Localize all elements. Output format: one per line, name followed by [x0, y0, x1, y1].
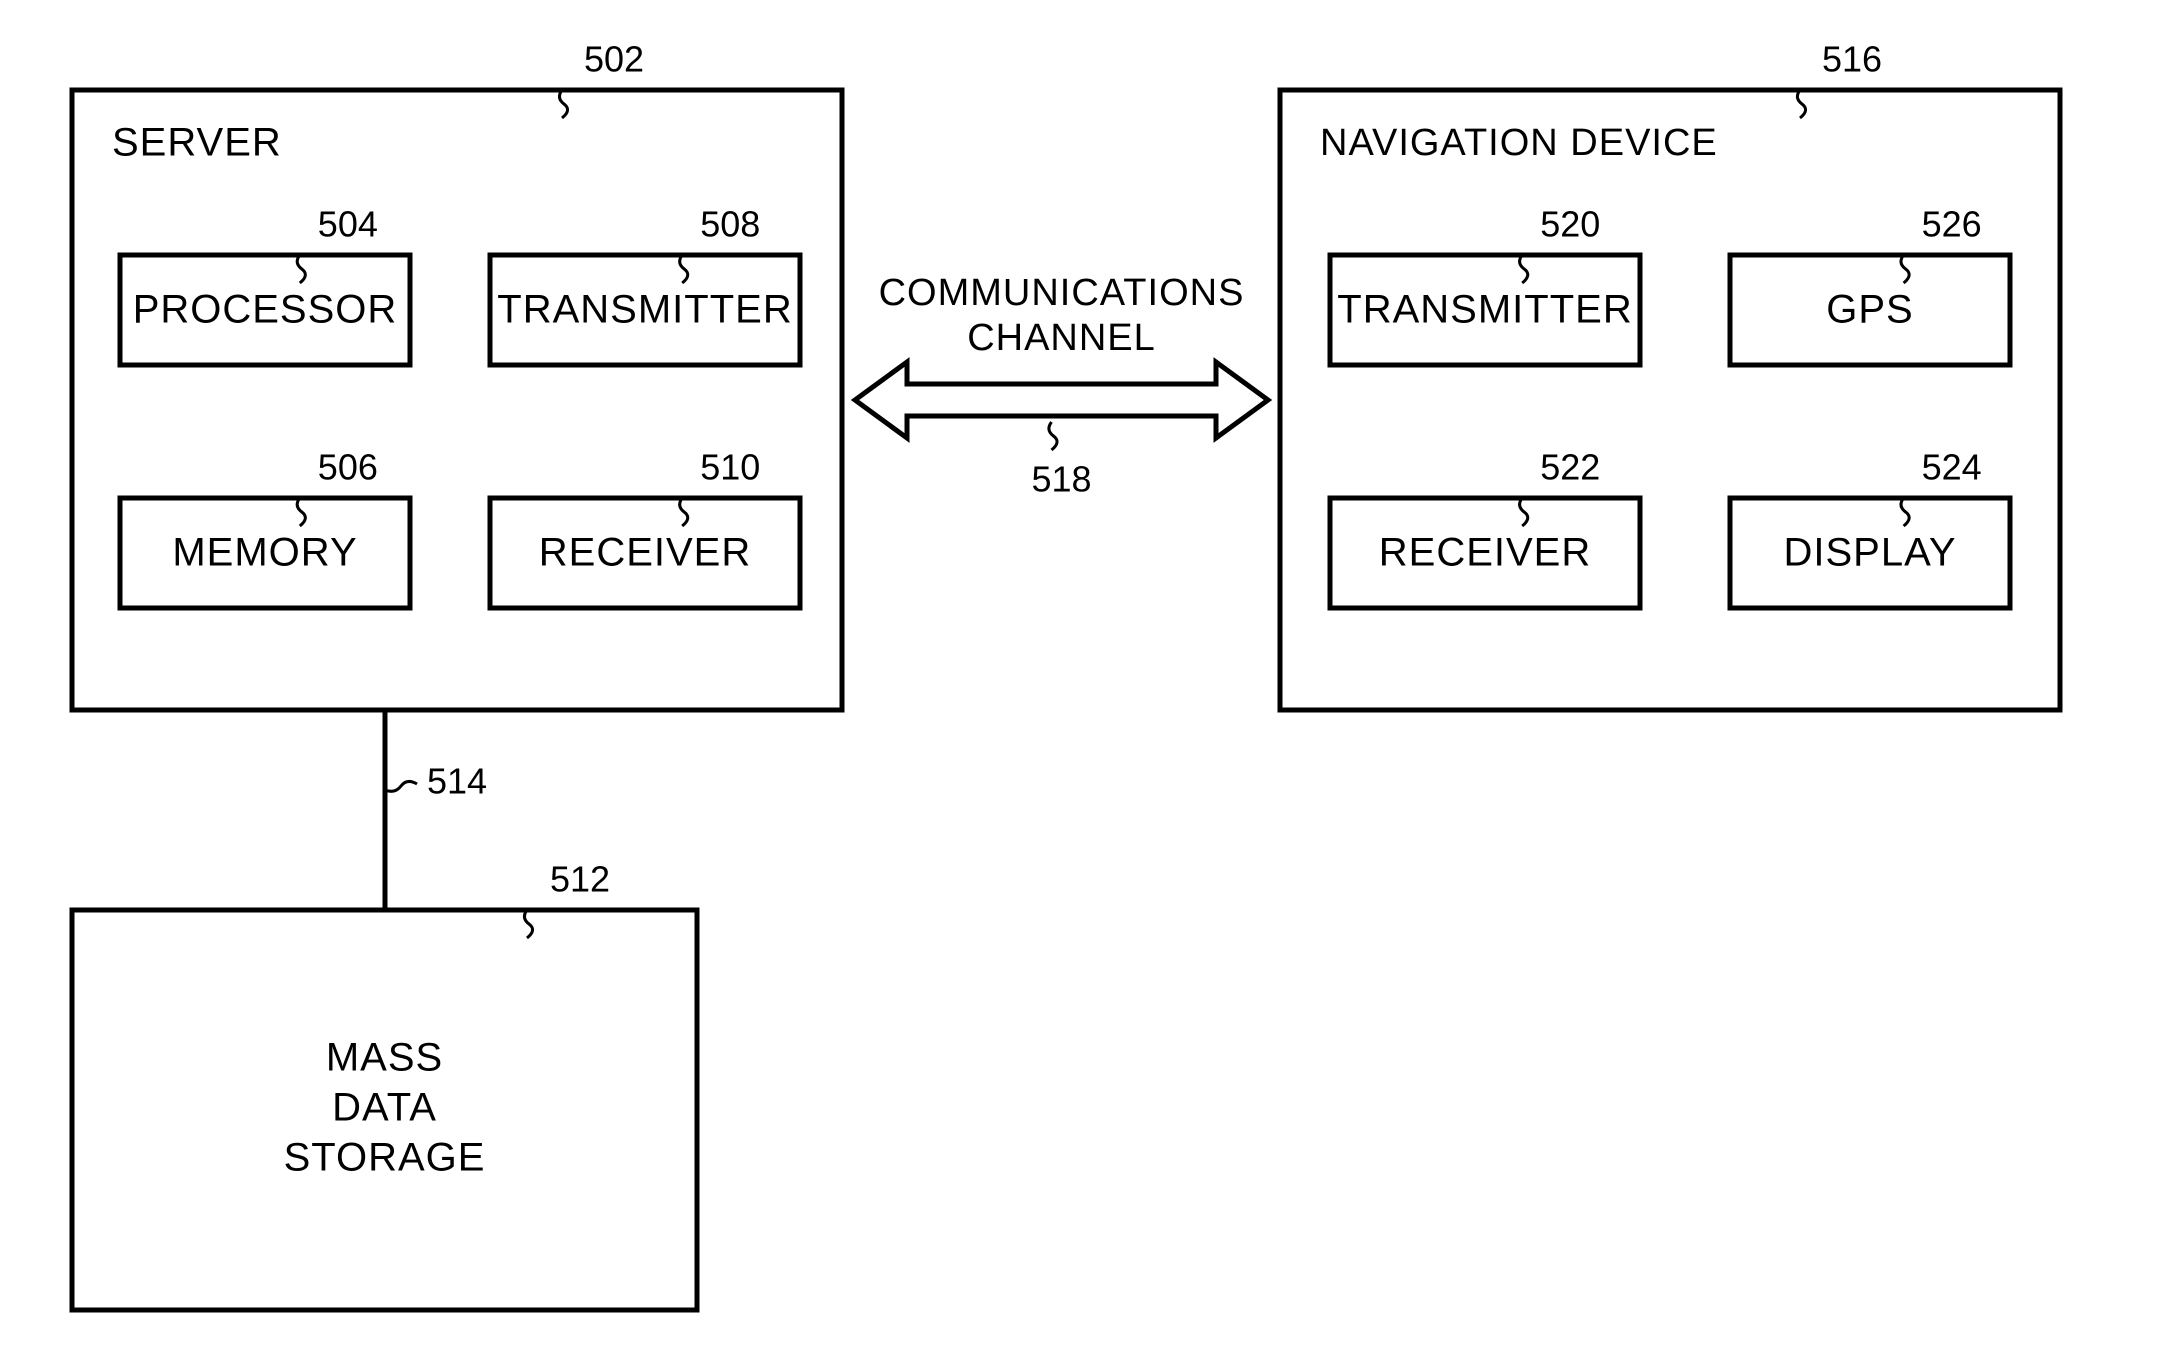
nav-ref: 516 — [1822, 39, 1882, 80]
nav-receiver-ref: 522 — [1540, 447, 1600, 488]
storage-ref: 512 — [550, 859, 610, 900]
storage-connector-ref-tick — [385, 781, 417, 791]
server-processor-ref-tick — [297, 255, 305, 283]
nav-display-label: DISPLAY — [1784, 531, 1957, 575]
server-transmitter-ref-tick — [680, 255, 688, 283]
server-transmitter-ref: 508 — [700, 204, 760, 245]
server-ref: 502 — [584, 39, 644, 80]
server-memory-ref-tick — [297, 498, 305, 526]
server-box — [72, 90, 842, 710]
storage-label-3: STORAGE — [284, 1136, 486, 1180]
storage-ref-tick — [524, 910, 532, 938]
server-transmitter-label: TRANSMITTER — [497, 288, 792, 332]
server-receiver-ref-tick — [680, 498, 688, 526]
server-receiver-ref: 510 — [700, 447, 760, 488]
nav-title: NAVIGATION DEVICE — [1320, 122, 1718, 164]
server-receiver-label: RECEIVER — [539, 531, 752, 575]
channel-arrow — [855, 362, 1268, 438]
nav-gps-ref: 526 — [1922, 204, 1982, 245]
nav-transmitter-ref-tick — [1520, 255, 1528, 283]
storage-label-1: MASS — [326, 1036, 443, 1080]
nav-display-ref-tick — [1901, 498, 1909, 526]
channel-ref: 518 — [1031, 459, 1091, 500]
channel-label-1: COMMUNICATIONS — [879, 272, 1245, 314]
server-processor-label: PROCESSOR — [133, 288, 398, 332]
nav-receiver-ref-tick — [1520, 498, 1528, 526]
nav-display-ref: 524 — [1922, 447, 1982, 488]
server-memory-ref: 506 — [318, 447, 378, 488]
storage-connector-ref: 514 — [427, 761, 487, 802]
storage-label-2: DATA — [332, 1086, 437, 1130]
channel-label-2: CHANNEL — [967, 317, 1156, 359]
nav-receiver-label: RECEIVER — [1379, 531, 1592, 575]
nav-ref-tick — [1797, 90, 1805, 118]
nav-box — [1280, 90, 2060, 710]
server-title: SERVER — [112, 121, 282, 165]
server-memory-label: MEMORY — [172, 531, 357, 575]
nav-transmitter-label: TRANSMITTER — [1337, 288, 1632, 332]
nav-gps-ref-tick — [1901, 255, 1909, 283]
server-processor-ref: 504 — [318, 204, 378, 245]
channel-ref-tick — [1049, 422, 1057, 450]
server-ref-tick — [559, 90, 567, 118]
nav-transmitter-ref: 520 — [1540, 204, 1600, 245]
nav-gps-label: GPS — [1826, 288, 1913, 332]
